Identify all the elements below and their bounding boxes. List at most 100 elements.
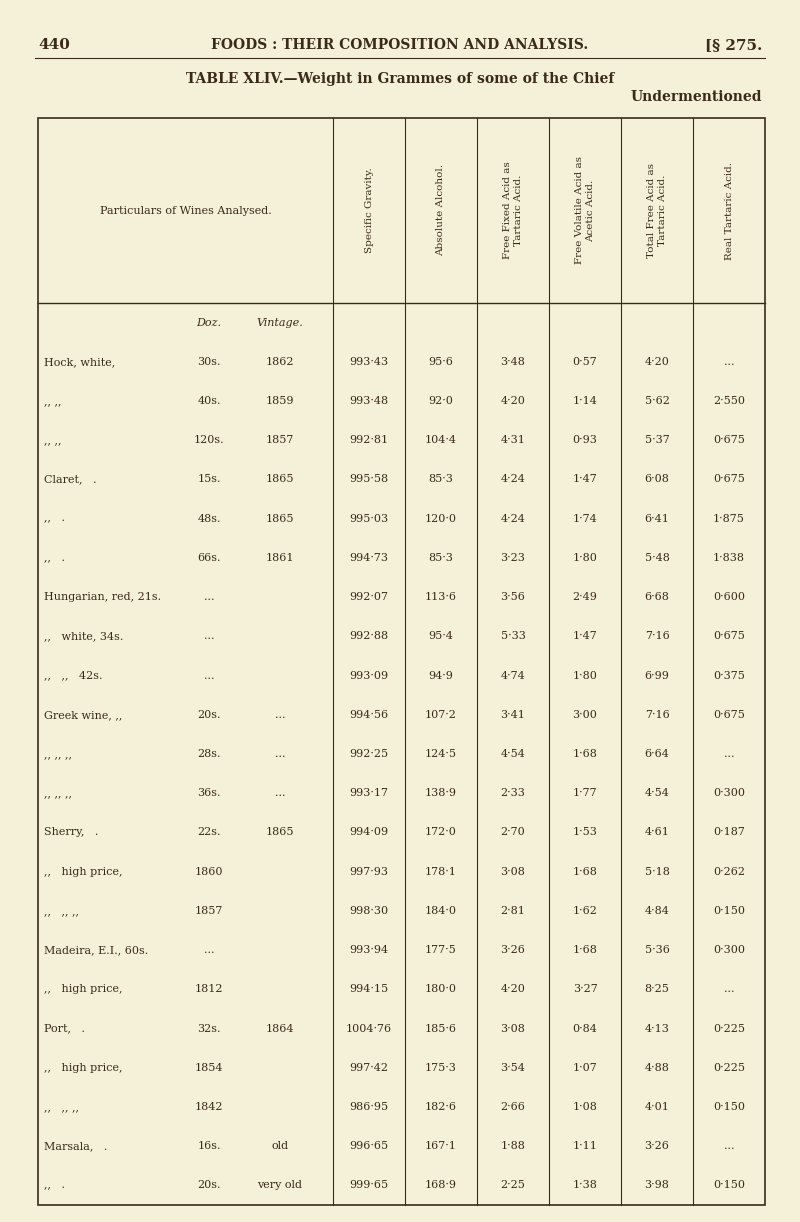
Text: ...: ... — [724, 1141, 734, 1151]
Text: 1·47: 1·47 — [573, 474, 598, 484]
Text: Greek wine, ,,: Greek wine, ,, — [44, 710, 122, 720]
Text: 4·74: 4·74 — [501, 671, 526, 681]
Text: 1·68: 1·68 — [573, 945, 598, 956]
Text: 5·36: 5·36 — [645, 945, 670, 956]
Text: 0·93: 0·93 — [573, 435, 598, 445]
Text: 4·88: 4·88 — [645, 1063, 670, 1073]
Text: 2·70: 2·70 — [501, 827, 526, 837]
Text: 6·64: 6·64 — [645, 749, 670, 759]
Text: 95·4: 95·4 — [429, 632, 454, 642]
Text: 1·838: 1·838 — [713, 552, 745, 563]
Text: 6·68: 6·68 — [645, 593, 670, 602]
Text: 4·01: 4·01 — [645, 1102, 670, 1112]
Text: 0·187: 0·187 — [713, 827, 745, 837]
Text: ...: ... — [204, 632, 214, 642]
Text: 1·875: 1·875 — [713, 513, 745, 524]
Text: 992·25: 992·25 — [350, 749, 389, 759]
Text: ,,   .: ,, . — [44, 552, 65, 563]
Text: very old: very old — [258, 1180, 302, 1190]
Text: 5·37: 5·37 — [645, 435, 670, 445]
Text: 2·66: 2·66 — [501, 1102, 526, 1112]
Text: 0·150: 0·150 — [713, 906, 745, 915]
Text: 4·20: 4·20 — [501, 396, 526, 406]
Text: ,, ,,: ,, ,, — [44, 435, 62, 445]
Text: 3·41: 3·41 — [501, 710, 526, 720]
Text: 5·62: 5·62 — [645, 396, 670, 406]
Text: 2·33: 2·33 — [501, 788, 526, 798]
Text: 3·27: 3·27 — [573, 984, 598, 995]
Text: 997·93: 997·93 — [350, 866, 389, 876]
Text: 1·88: 1·88 — [501, 1141, 526, 1151]
Text: 0·57: 0·57 — [573, 357, 598, 367]
Text: ,,   .: ,, . — [44, 1180, 65, 1190]
Text: 1·62: 1·62 — [573, 906, 598, 915]
Text: Madeira, E.I., 60s.: Madeira, E.I., 60s. — [44, 945, 148, 956]
Text: 1·38: 1·38 — [573, 1180, 598, 1190]
Text: 4·31: 4·31 — [501, 435, 526, 445]
Text: 3·08: 3·08 — [501, 1024, 526, 1034]
Text: 0·375: 0·375 — [713, 671, 745, 681]
Text: 0·150: 0·150 — [713, 1180, 745, 1190]
Text: 992·07: 992·07 — [350, 593, 389, 602]
Text: 85·3: 85·3 — [429, 474, 454, 484]
Text: 85·3: 85·3 — [429, 552, 454, 563]
Text: 1860: 1860 — [195, 866, 223, 876]
Text: Absolute Alcohol.: Absolute Alcohol. — [437, 165, 446, 257]
Text: 993·43: 993·43 — [350, 357, 389, 367]
Text: 1·77: 1·77 — [573, 788, 598, 798]
Text: 992·88: 992·88 — [350, 632, 389, 642]
Text: Hock, white,: Hock, white, — [44, 357, 115, 367]
Text: ,, ,, ,,: ,, ,, ,, — [44, 749, 72, 759]
Text: 0·150: 0·150 — [713, 1102, 745, 1112]
Text: 1·53: 1·53 — [573, 827, 598, 837]
Text: 185·6: 185·6 — [425, 1024, 457, 1034]
Text: 5·33: 5·33 — [501, 632, 526, 642]
Text: ,,   white, 34s.: ,, white, 34s. — [44, 632, 123, 642]
Text: 172·0: 172·0 — [425, 827, 457, 837]
Text: 996·65: 996·65 — [350, 1141, 389, 1151]
Text: ...: ... — [204, 671, 214, 681]
Text: 28s.: 28s. — [198, 749, 221, 759]
Text: 2·550: 2·550 — [713, 396, 745, 406]
Text: 1·47: 1·47 — [573, 632, 598, 642]
Text: 0·300: 0·300 — [713, 788, 745, 798]
Text: ,,   .: ,, . — [44, 513, 65, 524]
Text: 4·54: 4·54 — [501, 749, 526, 759]
Text: ...: ... — [274, 749, 285, 759]
Text: Port,   .: Port, . — [44, 1024, 85, 1034]
Text: 7·16: 7·16 — [645, 710, 670, 720]
Text: 113·6: 113·6 — [425, 593, 457, 602]
Text: 0·225: 0·225 — [713, 1063, 745, 1073]
Text: 180·0: 180·0 — [425, 984, 457, 995]
Text: 994·09: 994·09 — [350, 827, 389, 837]
Text: 184·0: 184·0 — [425, 906, 457, 915]
Text: 178·1: 178·1 — [425, 866, 457, 876]
Text: ...: ... — [204, 945, 214, 956]
Text: 994·73: 994·73 — [350, 552, 389, 563]
Text: 1865: 1865 — [266, 474, 294, 484]
Text: 138·9: 138·9 — [425, 788, 457, 798]
Text: 3·48: 3·48 — [501, 357, 526, 367]
Text: 22s.: 22s. — [198, 827, 221, 837]
Text: 1854: 1854 — [195, 1063, 223, 1073]
Text: 1·68: 1·68 — [573, 866, 598, 876]
Text: 32s.: 32s. — [198, 1024, 221, 1034]
Text: 30s.: 30s. — [198, 357, 221, 367]
Text: 4·24: 4·24 — [501, 513, 526, 524]
Text: 0·225: 0·225 — [713, 1024, 745, 1034]
Text: 994·15: 994·15 — [350, 984, 389, 995]
Text: 5·18: 5·18 — [645, 866, 670, 876]
Text: 1·68: 1·68 — [573, 749, 598, 759]
Text: 95·6: 95·6 — [429, 357, 454, 367]
Bar — [38, 119, 765, 1205]
Text: Free Fixed Acid as
Tartaric Acid.: Free Fixed Acid as Tartaric Acid. — [503, 161, 522, 259]
Text: 1864: 1864 — [266, 1024, 294, 1034]
Text: 998·30: 998·30 — [350, 906, 389, 915]
Text: 1857: 1857 — [266, 435, 294, 445]
Text: 992·81: 992·81 — [350, 435, 389, 445]
Text: 15s.: 15s. — [198, 474, 221, 484]
Text: 1862: 1862 — [266, 357, 294, 367]
Text: 4·13: 4·13 — [645, 1024, 670, 1034]
Text: ,,   high price,: ,, high price, — [44, 1063, 122, 1073]
Text: 993·48: 993·48 — [350, 396, 389, 406]
